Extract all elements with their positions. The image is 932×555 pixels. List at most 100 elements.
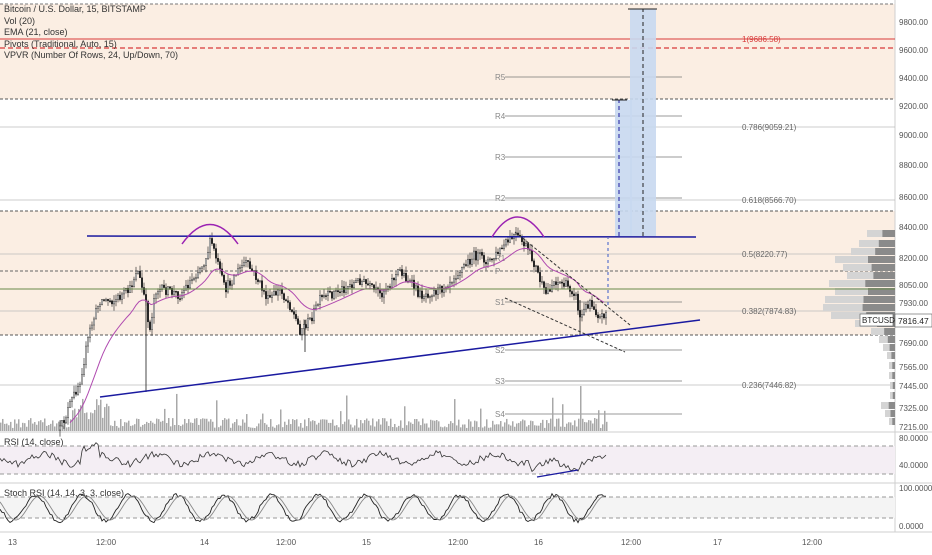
candle-body xyxy=(523,241,525,247)
stoch-label[interactable]: Stoch RSI (14, 14, 3, 3, close) xyxy=(4,488,125,498)
rsi-label[interactable]: RSI (14, close) xyxy=(4,437,64,447)
vpvr-row xyxy=(889,372,895,379)
candle-body xyxy=(87,337,89,347)
volume-bar xyxy=(10,421,12,431)
candle-body xyxy=(433,290,435,297)
volume-bar xyxy=(86,412,88,431)
candle-body xyxy=(319,295,321,305)
volume-bar xyxy=(402,427,404,431)
candle-body xyxy=(239,267,241,269)
volume-bar xyxy=(230,427,232,431)
volume-bar xyxy=(414,419,416,431)
candle-body xyxy=(317,304,319,306)
head-arc-right[interactable] xyxy=(491,216,545,238)
candle-body xyxy=(417,285,419,297)
volume-bar xyxy=(366,418,368,431)
candle-body xyxy=(283,293,285,300)
volume-bar xyxy=(572,425,574,431)
candle-body xyxy=(585,304,587,310)
candle-body xyxy=(141,277,143,288)
volume-bar xyxy=(548,423,550,431)
volume-bar xyxy=(398,425,400,431)
volume-bar xyxy=(288,419,290,431)
candle-body xyxy=(595,309,597,316)
volume-bar xyxy=(422,418,424,431)
volume-bar xyxy=(510,425,512,431)
candle-body xyxy=(307,317,309,328)
candle-body xyxy=(273,291,275,296)
volume-bar xyxy=(180,425,182,431)
volume-bar xyxy=(224,418,226,431)
drawings[interactable] xyxy=(0,8,895,398)
volume-bar xyxy=(212,421,214,431)
price-tick-label: 7930.00 xyxy=(899,299,928,308)
wedge-lower[interactable] xyxy=(504,297,626,353)
candle-body xyxy=(313,308,315,322)
volume-bar xyxy=(264,423,266,431)
vpvr-row-down xyxy=(863,296,895,303)
volume-bar xyxy=(240,425,242,431)
candle-body xyxy=(255,270,257,280)
fib-label: 0.382(7874.83) xyxy=(742,307,797,316)
volume-bar xyxy=(84,413,86,431)
candle-body xyxy=(383,290,385,298)
stoch-tick-label: 0.0000 xyxy=(899,522,924,531)
indicator-vpvr[interactable]: VPVR (Number Of Rows, 24, Up/Down, 70) xyxy=(4,50,179,60)
volume-bar xyxy=(332,419,334,431)
pivot-label: S3 xyxy=(495,377,505,386)
volume-bar xyxy=(488,427,490,431)
volume-bar xyxy=(266,424,268,431)
candle-body xyxy=(587,304,589,309)
candle-body xyxy=(551,285,553,292)
volume-bar xyxy=(596,418,598,431)
candle-body xyxy=(393,278,395,281)
candle-body xyxy=(159,289,161,292)
volume-bar xyxy=(336,425,338,431)
candle-body xyxy=(79,383,81,387)
indicator-vol[interactable]: Vol (20) xyxy=(4,15,36,26)
indicator-pivots[interactable]: Pivots (Traditional, Auto, 15) xyxy=(4,38,117,49)
volume-bar xyxy=(118,427,120,431)
rising-support-line[interactable] xyxy=(99,319,701,398)
candle-body xyxy=(349,284,351,287)
stoch-axis-ticks: 100.0000 0.0000 xyxy=(899,484,932,531)
indicator-ema[interactable]: EMA (21, close) xyxy=(4,27,68,37)
volume-bar xyxy=(400,420,402,431)
price-tick-label: 9000.00 xyxy=(899,131,928,140)
candle-body xyxy=(561,281,563,284)
candle-body xyxy=(99,304,101,307)
volume-bar xyxy=(420,425,422,431)
rsi-divergence-line[interactable] xyxy=(536,469,579,478)
head-arc-left[interactable] xyxy=(181,223,239,245)
volume-bar xyxy=(300,423,302,431)
neckline-resistance[interactable] xyxy=(86,235,697,238)
volume-bar xyxy=(124,422,126,431)
rsi-tick-label: 80.0000 xyxy=(899,434,928,443)
volume-bar xyxy=(316,424,318,431)
volume-bar xyxy=(88,419,90,431)
current-price-badge xyxy=(894,313,932,328)
volume-bar xyxy=(60,420,62,431)
volume-bar xyxy=(130,425,132,431)
projection-box-1[interactable] xyxy=(615,100,632,236)
volume-bar xyxy=(220,425,222,431)
volume-bar xyxy=(530,420,532,431)
volume-bar xyxy=(390,418,392,431)
volume-bar xyxy=(210,419,212,431)
volume-bar xyxy=(536,425,538,431)
volume-bar xyxy=(176,393,178,431)
pivot-label: S2 xyxy=(495,346,505,355)
time-tick-label: 12:00 xyxy=(802,538,823,547)
pivot-label: R5 xyxy=(495,73,506,82)
volume-bar xyxy=(464,424,466,431)
volume-bar xyxy=(538,425,540,431)
candle-body xyxy=(381,292,383,298)
volume-bar xyxy=(424,423,426,431)
candle-body xyxy=(491,258,493,261)
vpvr-row xyxy=(871,328,895,335)
volume-bar xyxy=(0,422,2,431)
volume-bar xyxy=(582,418,584,431)
volume-bar xyxy=(196,418,198,431)
